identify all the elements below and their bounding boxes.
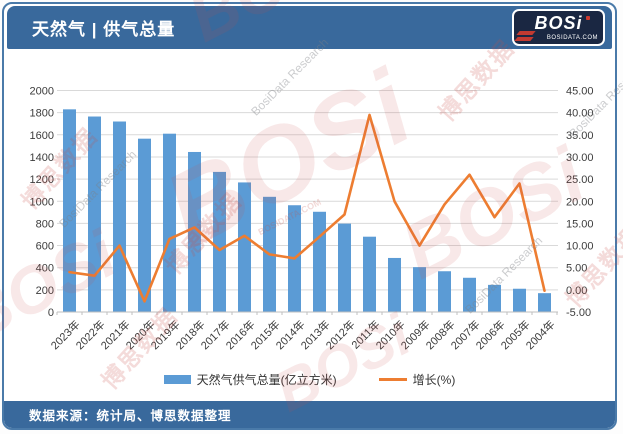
legend: 天然气供气总量(亿立方米) 增长(%) bbox=[4, 371, 615, 388]
line-swatch-icon bbox=[378, 378, 407, 381]
svg-text:45.00: 45.00 bbox=[566, 86, 594, 98]
bar-2019年 bbox=[163, 133, 176, 312]
bar-2021年 bbox=[113, 121, 126, 312]
svg-text:35.00: 35.00 bbox=[566, 130, 594, 142]
header-bar: 天然气 | 供气总量 BOSi BOSIDATA.COM bbox=[7, 6, 612, 49]
footer-bar: 数据来源：统计局、博思数据整理 bbox=[4, 401, 615, 428]
svg-text:30.00: 30.00 bbox=[566, 152, 594, 164]
bar-2009年 bbox=[413, 267, 426, 312]
bar-2006年 bbox=[488, 284, 501, 312]
bar-2008年 bbox=[438, 271, 451, 312]
svg-text:1800: 1800 bbox=[30, 108, 54, 120]
bar-2017年 bbox=[213, 171, 226, 312]
svg-text:40.00: 40.00 bbox=[566, 108, 594, 120]
bar-2004年 bbox=[538, 293, 551, 312]
bar-2010年 bbox=[388, 257, 401, 312]
x-axis bbox=[56, 311, 558, 315]
bar-2012年 bbox=[338, 223, 351, 312]
svg-text:800: 800 bbox=[36, 218, 54, 230]
bar-swatch-icon bbox=[163, 375, 191, 384]
svg-text:25.00: 25.00 bbox=[566, 174, 594, 186]
svg-text:15.00: 15.00 bbox=[566, 218, 594, 230]
left-axis-labels: 0 200 400 600 800 1000 1200 1400 1600 1800 2000 bbox=[30, 86, 54, 320]
data-source-text: 数据来源：统计局、博思数据整理 bbox=[29, 409, 232, 423]
legend-label-supply: 天然气供气总量(亿立方米) bbox=[196, 373, 337, 387]
bar-2023年 bbox=[63, 109, 76, 312]
svg-text:1000: 1000 bbox=[30, 196, 54, 208]
combo-chart: 0 200 400 600 800 1000 1200 1400 1600 1800 2000 -5.… bbox=[30, 86, 594, 353]
logo-subtext: BOSIDATA.COM bbox=[546, 35, 598, 41]
bar-2005年 bbox=[513, 288, 526, 312]
svg-text:20.00: 20.00 bbox=[566, 196, 594, 208]
gridlines bbox=[57, 90, 558, 313]
logo-stripe-icon bbox=[516, 31, 536, 35]
logo-stripe-icon bbox=[514, 37, 534, 41]
legend-item-growth: 增长(%) bbox=[378, 371, 456, 388]
logo-dot-icon bbox=[586, 16, 590, 20]
bar-2018年 bbox=[188, 151, 201, 312]
bar-2013年 bbox=[313, 211, 326, 312]
svg-text:600: 600 bbox=[36, 241, 54, 253]
x-axis-labels: 2023年2022年2021年2020年2019年2018年2017年2016年… bbox=[48, 317, 558, 352]
svg-text:1200: 1200 bbox=[30, 174, 54, 186]
svg-text:400: 400 bbox=[36, 263, 54, 275]
page-title: 天然气 | 供气总量 bbox=[32, 20, 176, 39]
svg-text:200: 200 bbox=[36, 285, 54, 297]
bars bbox=[63, 109, 551, 313]
chart-card: 天然气 | 供气总量 BOSi BOSIDATA.COM 0 200 400 600 8… bbox=[2, 2, 617, 430]
svg-text:10.00: 10.00 bbox=[566, 241, 594, 253]
bosi-logo: BOSi BOSIDATA.COM bbox=[512, 9, 605, 46]
bar-2022年 bbox=[88, 116, 101, 313]
svg-text:-5.00: -5.00 bbox=[566, 307, 591, 319]
bar-2016年 bbox=[238, 182, 251, 312]
svg-text:0.00: 0.00 bbox=[566, 285, 587, 297]
logo-text: BOSi bbox=[534, 13, 583, 33]
svg-text:5.00: 5.00 bbox=[566, 263, 587, 275]
svg-text:0: 0 bbox=[48, 307, 54, 319]
right-axis-labels: -5.00 0.00 5.00 10.00 15.00 20.00 25.00 30.00 35… bbox=[566, 86, 594, 320]
svg-text:2000: 2000 bbox=[30, 86, 54, 98]
svg-text:1600: 1600 bbox=[30, 130, 54, 142]
growth-line-path bbox=[68, 113, 546, 303]
svg-text:1400: 1400 bbox=[30, 152, 54, 164]
legend-item-supply: 天然气供气总量(亿立方米) bbox=[163, 371, 337, 388]
bar-2007年 bbox=[463, 277, 476, 312]
legend-label-growth: 增长(%) bbox=[412, 373, 456, 387]
growth-line bbox=[68, 113, 546, 303]
bar-2011年 bbox=[363, 236, 376, 312]
bar-2020年 bbox=[138, 138, 151, 312]
